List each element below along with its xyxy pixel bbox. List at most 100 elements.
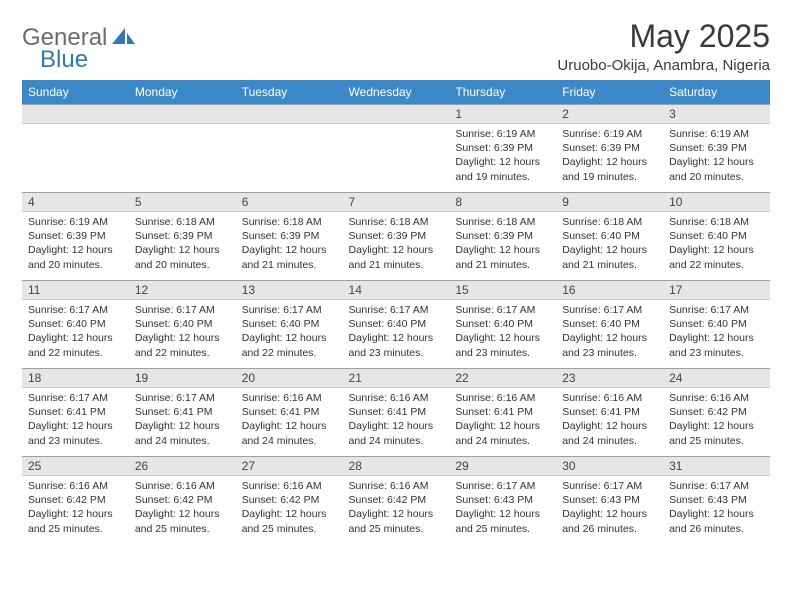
daylight-line: Daylight: 12 hours and 24 minutes. [562, 419, 657, 447]
sunset-line: Sunset: 6:40 PM [562, 229, 657, 243]
day-details: Sunrise: 6:16 AMSunset: 6:41 PMDaylight:… [236, 388, 343, 452]
day-details [236, 124, 343, 131]
calendar-day-cell: 20Sunrise: 6:16 AMSunset: 6:41 PMDayligh… [236, 368, 343, 456]
daylight-line: Daylight: 12 hours and 20 minutes. [28, 243, 123, 271]
calendar-day-cell: 4Sunrise: 6:19 AMSunset: 6:39 PMDaylight… [22, 192, 129, 280]
day-number: 7 [343, 192, 450, 212]
sunset-line: Sunset: 6:43 PM [669, 493, 764, 507]
sunset-line: Sunset: 6:40 PM [349, 317, 444, 331]
day-number: 18 [22, 368, 129, 388]
sunset-line: Sunset: 6:40 PM [135, 317, 230, 331]
sunrise-line: Sunrise: 6:18 AM [455, 215, 550, 229]
brand-blue-text: Blue [40, 46, 88, 74]
title-block: May 2025 Uruobo-Okija, Anambra, Nigeria [557, 18, 770, 74]
day-header-row: SundayMondayTuesdayWednesdayThursdayFrid… [22, 80, 770, 104]
calendar-week-row: 11Sunrise: 6:17 AMSunset: 6:40 PMDayligh… [22, 280, 770, 368]
day-number [236, 104, 343, 124]
sunset-line: Sunset: 6:39 PM [28, 229, 123, 243]
daylight-line: Daylight: 12 hours and 23 minutes. [455, 331, 550, 359]
daylight-line: Daylight: 12 hours and 25 minutes. [242, 507, 337, 535]
day-details: Sunrise: 6:17 AMSunset: 6:43 PMDaylight:… [449, 476, 556, 540]
sunset-line: Sunset: 6:39 PM [455, 141, 550, 155]
page-header: General May 2025 Uruobo-Okija, Anambra, … [22, 18, 770, 74]
day-number [129, 104, 236, 124]
day-number: 13 [236, 280, 343, 300]
calendar-week-row: 18Sunrise: 6:17 AMSunset: 6:41 PMDayligh… [22, 368, 770, 456]
daylight-line: Daylight: 12 hours and 19 minutes. [455, 155, 550, 183]
day-number: 16 [556, 280, 663, 300]
sunrise-line: Sunrise: 6:17 AM [28, 303, 123, 317]
sunrise-line: Sunrise: 6:17 AM [455, 303, 550, 317]
day-number [343, 104, 450, 124]
calendar-day-cell: 3Sunrise: 6:19 AMSunset: 6:39 PMDaylight… [663, 104, 770, 192]
sunset-line: Sunset: 6:39 PM [349, 229, 444, 243]
calendar-day-cell: 26Sunrise: 6:16 AMSunset: 6:42 PMDayligh… [129, 456, 236, 544]
day-header: Saturday [663, 80, 770, 104]
calendar-day-cell: 13Sunrise: 6:17 AMSunset: 6:40 PMDayligh… [236, 280, 343, 368]
daylight-line: Daylight: 12 hours and 20 minutes. [135, 243, 230, 271]
sunrise-line: Sunrise: 6:17 AM [562, 303, 657, 317]
calendar-week-row: 25Sunrise: 6:16 AMSunset: 6:42 PMDayligh… [22, 456, 770, 544]
calendar-day-cell: 21Sunrise: 6:16 AMSunset: 6:41 PMDayligh… [343, 368, 450, 456]
sunrise-line: Sunrise: 6:19 AM [28, 215, 123, 229]
day-number: 31 [663, 456, 770, 476]
calendar-day-cell: 10Sunrise: 6:18 AMSunset: 6:40 PMDayligh… [663, 192, 770, 280]
sunset-line: Sunset: 6:40 PM [28, 317, 123, 331]
sunset-line: Sunset: 6:43 PM [455, 493, 550, 507]
calendar-day-cell: 15Sunrise: 6:17 AMSunset: 6:40 PMDayligh… [449, 280, 556, 368]
calendar-table: SundayMondayTuesdayWednesdayThursdayFrid… [22, 80, 770, 544]
day-number: 28 [343, 456, 450, 476]
day-details: Sunrise: 6:19 AMSunset: 6:39 PMDaylight:… [556, 124, 663, 188]
daylight-line: Daylight: 12 hours and 25 minutes. [669, 419, 764, 447]
day-details: Sunrise: 6:17 AMSunset: 6:43 PMDaylight:… [556, 476, 663, 540]
calendar-day-cell [343, 104, 450, 192]
brand-sail-icon [111, 26, 137, 51]
sunrise-line: Sunrise: 6:16 AM [455, 391, 550, 405]
calendar-day-cell: 31Sunrise: 6:17 AMSunset: 6:43 PMDayligh… [663, 456, 770, 544]
day-details: Sunrise: 6:16 AMSunset: 6:42 PMDaylight:… [22, 476, 129, 540]
sunrise-line: Sunrise: 6:16 AM [562, 391, 657, 405]
sunrise-line: Sunrise: 6:18 AM [349, 215, 444, 229]
sunrise-line: Sunrise: 6:17 AM [562, 479, 657, 493]
day-number: 30 [556, 456, 663, 476]
day-details: Sunrise: 6:17 AMSunset: 6:40 PMDaylight:… [663, 300, 770, 364]
calendar-day-cell [236, 104, 343, 192]
daylight-line: Daylight: 12 hours and 19 minutes. [562, 155, 657, 183]
sunset-line: Sunset: 6:39 PM [562, 141, 657, 155]
calendar-day-cell: 23Sunrise: 6:16 AMSunset: 6:41 PMDayligh… [556, 368, 663, 456]
daylight-line: Daylight: 12 hours and 21 minutes. [455, 243, 550, 271]
sunrise-line: Sunrise: 6:16 AM [135, 479, 230, 493]
sunrise-line: Sunrise: 6:17 AM [455, 479, 550, 493]
day-details: Sunrise: 6:18 AMSunset: 6:39 PMDaylight:… [449, 212, 556, 276]
calendar-day-cell [129, 104, 236, 192]
daylight-line: Daylight: 12 hours and 24 minutes. [242, 419, 337, 447]
day-number: 22 [449, 368, 556, 388]
calendar-day-cell: 11Sunrise: 6:17 AMSunset: 6:40 PMDayligh… [22, 280, 129, 368]
day-details: Sunrise: 6:17 AMSunset: 6:41 PMDaylight:… [129, 388, 236, 452]
sunset-line: Sunset: 6:42 PM [349, 493, 444, 507]
day-header: Tuesday [236, 80, 343, 104]
day-details: Sunrise: 6:18 AMSunset: 6:39 PMDaylight:… [343, 212, 450, 276]
sunrise-line: Sunrise: 6:16 AM [242, 391, 337, 405]
day-details [129, 124, 236, 131]
day-number: 1 [449, 104, 556, 124]
calendar-day-cell: 6Sunrise: 6:18 AMSunset: 6:39 PMDaylight… [236, 192, 343, 280]
daylight-line: Daylight: 12 hours and 23 minutes. [562, 331, 657, 359]
daylight-line: Daylight: 12 hours and 25 minutes. [135, 507, 230, 535]
daylight-line: Daylight: 12 hours and 23 minutes. [28, 419, 123, 447]
daylight-line: Daylight: 12 hours and 24 minutes. [135, 419, 230, 447]
day-details [343, 124, 450, 131]
calendar-day-cell: 30Sunrise: 6:17 AMSunset: 6:43 PMDayligh… [556, 456, 663, 544]
day-header: Sunday [22, 80, 129, 104]
calendar-day-cell: 8Sunrise: 6:18 AMSunset: 6:39 PMDaylight… [449, 192, 556, 280]
day-details: Sunrise: 6:16 AMSunset: 6:41 PMDaylight:… [449, 388, 556, 452]
day-details: Sunrise: 6:18 AMSunset: 6:39 PMDaylight:… [129, 212, 236, 276]
sunrise-line: Sunrise: 6:17 AM [28, 391, 123, 405]
daylight-line: Daylight: 12 hours and 22 minutes. [28, 331, 123, 359]
sunrise-line: Sunrise: 6:16 AM [242, 479, 337, 493]
day-header: Thursday [449, 80, 556, 104]
sunrise-line: Sunrise: 6:16 AM [669, 391, 764, 405]
calendar-day-cell [22, 104, 129, 192]
sunset-line: Sunset: 6:42 PM [669, 405, 764, 419]
daylight-line: Daylight: 12 hours and 26 minutes. [562, 507, 657, 535]
